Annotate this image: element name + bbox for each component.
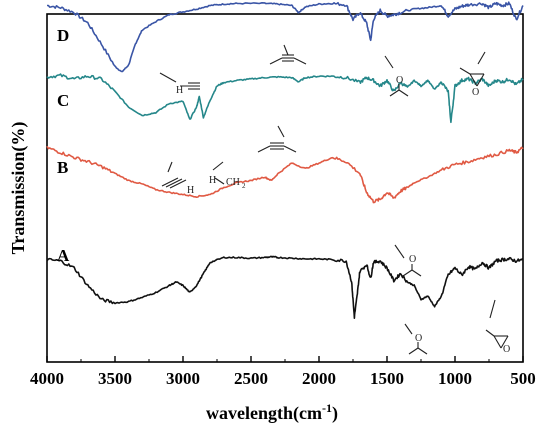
x-axis-ticks: 4000 3500 3000 2500 2000 1500 1000 500 [30, 356, 536, 388]
annotation-c-h-label: H [187, 185, 194, 196]
x-tick-label-1500: 1500 [370, 369, 404, 388]
x-axis-title-sup: -1 [322, 401, 332, 415]
annotation-c-ch2-sub: 2 [242, 182, 246, 190]
annotation-c-ch-h-label: H [209, 175, 216, 186]
annotation-c-alkyne-ch: H [161, 161, 194, 196]
annotation-d-alkyne [269, 44, 307, 65]
annotation-b-carbonyl: O [394, 244, 422, 277]
plot-frame [46, 13, 524, 363]
series-line-a [46, 255, 524, 319]
series-label-d: D [57, 26, 69, 45]
annotation-d-h-label: H [176, 85, 183, 96]
x-tick-label-500: 500 [510, 369, 536, 388]
annotation-c-ch2-label: CH [226, 177, 240, 188]
series-line-d [47, 1, 524, 73]
series-line-b [46, 145, 524, 204]
x-tick-label-4000: 4000 [30, 369, 64, 388]
annotation-d-alkyne-ch: H [159, 72, 200, 96]
x-axis-title-main: wavelength(cm [206, 403, 322, 424]
x-tick-label-2500: 2500 [234, 369, 268, 388]
x-tick-label-2000: 2000 [302, 369, 336, 388]
y-axis-title: Transmission(%) [8, 122, 29, 255]
annotation-a-epoxide-o-label: O [503, 344, 510, 355]
annotation-b-o-label: O [409, 254, 416, 265]
annotation-c-methylene: H CH 2 [209, 161, 246, 190]
series-line-c [46, 73, 524, 124]
annotation-a-o-label: O [415, 333, 422, 344]
annotation-d-epoxide: O [459, 51, 486, 98]
spectra [46, 1, 524, 319]
series-label-b: B [57, 158, 68, 177]
series-label-a: A [57, 246, 70, 265]
x-tick-label-1000: 1000 [438, 369, 472, 388]
x-axis-title: wavelength(cm-1) [206, 401, 338, 424]
x-tick-label-3000: 3000 [166, 369, 200, 388]
annotation-c-alkyne [257, 125, 297, 153]
series-label-c: C [57, 91, 69, 110]
annotation-a-epoxide: O [485, 299, 510, 355]
annotation-d-carbonyl: O [384, 55, 409, 97]
x-axis-title-end: ) [332, 403, 338, 424]
annotation-d-o-label: O [396, 75, 403, 86]
x-tick-label-3500: 3500 [98, 369, 132, 388]
annotation-d-epoxide-o-label: O [472, 87, 479, 98]
annotation-a-carbonyl: O [404, 323, 428, 355]
